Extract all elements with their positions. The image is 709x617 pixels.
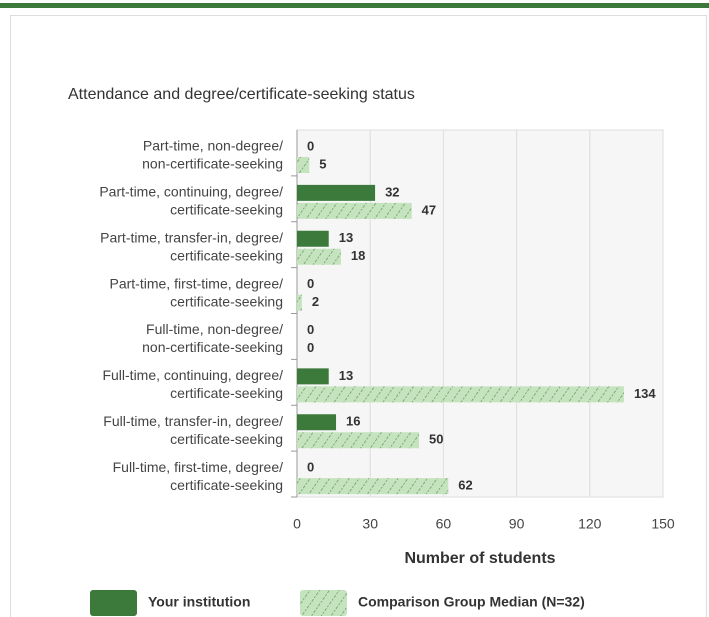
y-tick-label: certificate-seeking — [170, 247, 283, 263]
y-tick-label: Full-time, transfer-in, degree/ — [103, 413, 283, 429]
value-label: 13 — [339, 368, 353, 383]
y-tick-label: Part-time, non-degree/ — [143, 138, 283, 154]
bar — [297, 368, 329, 385]
y-tick-label: Full-time, first-time, degree/ — [113, 459, 283, 475]
value-label: 47 — [422, 202, 436, 217]
value-label: 0 — [307, 340, 314, 355]
chart-title: Attendance and degree/certificate-seekin… — [68, 86, 415, 103]
legend-swatch — [90, 590, 137, 616]
y-tick-label: Full-time, non-degree/ — [146, 321, 283, 337]
value-label: 2 — [312, 294, 319, 309]
value-label: 0 — [307, 276, 314, 291]
y-tick-label: certificate-seeking — [170, 477, 283, 493]
bar — [297, 386, 624, 403]
bar — [297, 248, 341, 265]
x-axis-title: Number of students — [404, 550, 555, 567]
value-label: 32 — [385, 184, 399, 199]
y-tick-label: Part-time, transfer-in, degree/ — [100, 229, 283, 245]
y-tick-label: certificate-seeking — [170, 385, 283, 401]
bar — [297, 157, 310, 173]
bar — [297, 230, 329, 247]
legend-swatch — [300, 590, 347, 616]
value-label: 50 — [429, 432, 443, 447]
y-tick-label: Part-time, first-time, degree/ — [110, 275, 284, 291]
value-label: 5 — [319, 156, 326, 171]
top-bar — [0, 3, 709, 8]
bar — [297, 202, 412, 219]
x-tick-label: 0 — [293, 516, 301, 532]
y-tick-label: certificate-seeking — [170, 293, 283, 309]
value-label: 18 — [351, 248, 365, 263]
y-tick-label: non-certificate-seeking — [142, 339, 283, 355]
y-tick-label: Full-time, continuing, degree/ — [102, 367, 283, 383]
x-tick-label: 60 — [436, 516, 452, 532]
value-label: 62 — [458, 478, 472, 493]
x-tick-label: 150 — [651, 516, 675, 532]
value-label: 0 — [307, 138, 314, 153]
y-tick-label: non-certificate-seeking — [142, 156, 283, 172]
bar — [297, 184, 376, 201]
bar — [297, 432, 419, 449]
y-tick-label: certificate-seeking — [170, 202, 283, 218]
bar — [297, 478, 449, 495]
x-tick-label: 90 — [509, 516, 525, 532]
x-tick-label: 120 — [578, 516, 602, 532]
value-label: 16 — [346, 414, 360, 429]
bar — [297, 414, 337, 431]
value-label: 134 — [634, 386, 656, 401]
legend-label: Your institution — [148, 594, 250, 610]
value-label: 13 — [339, 230, 353, 245]
bar — [297, 294, 302, 311]
y-tick-label: certificate-seeking — [170, 431, 283, 447]
y-tick-label: Part-time, continuing, degree/ — [99, 184, 283, 200]
value-label: 0 — [307, 322, 314, 337]
x-tick-label: 30 — [362, 516, 378, 532]
value-label: 0 — [307, 460, 314, 475]
legend-label: Comparison Group Median (N=32) — [358, 594, 585, 610]
